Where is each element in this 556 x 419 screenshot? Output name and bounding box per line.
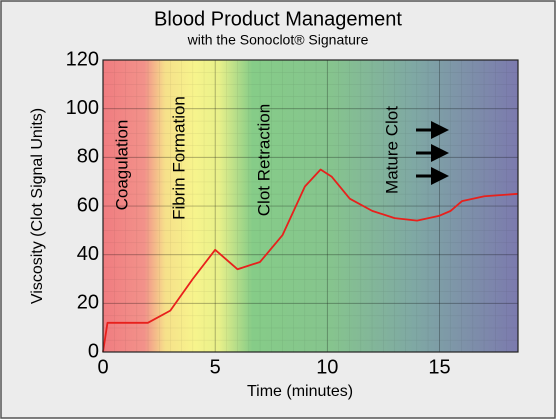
- phase-label: Fibrin Formation: [169, 96, 188, 220]
- x-tick-label: 10: [316, 356, 338, 378]
- y-tick-label: 0: [88, 340, 99, 362]
- data-line: [102, 168, 519, 353]
- x-tick-label: 5: [210, 356, 221, 378]
- y-tick-label: 80: [77, 146, 99, 168]
- y-tick-label: 20: [77, 292, 99, 314]
- minor-grid: [103, 60, 518, 352]
- phase-label: Clot Retraction: [254, 104, 273, 216]
- chart-subtitle: with the Sonoclot® Signature: [187, 32, 369, 48]
- y-tick-label: 60: [77, 194, 99, 216]
- y-tick-label: 40: [77, 243, 99, 265]
- x-tick-label: 0: [97, 356, 108, 378]
- x-axis-label: Time (minutes): [247, 383, 353, 400]
- x-tick-label: 15: [428, 356, 450, 378]
- y-axis-label: Viscosity (Clot Signal Units): [29, 108, 46, 304]
- y-tick-label: 100: [66, 97, 99, 119]
- chart-title: Blood Product Management: [154, 8, 402, 30]
- y-tick-label: 120: [66, 48, 99, 70]
- plot-border: [102, 59, 519, 353]
- phase-label: Coagulation: [112, 120, 131, 211]
- arrows: [416, 121, 449, 185]
- phase-label: Mature Clot: [382, 106, 401, 194]
